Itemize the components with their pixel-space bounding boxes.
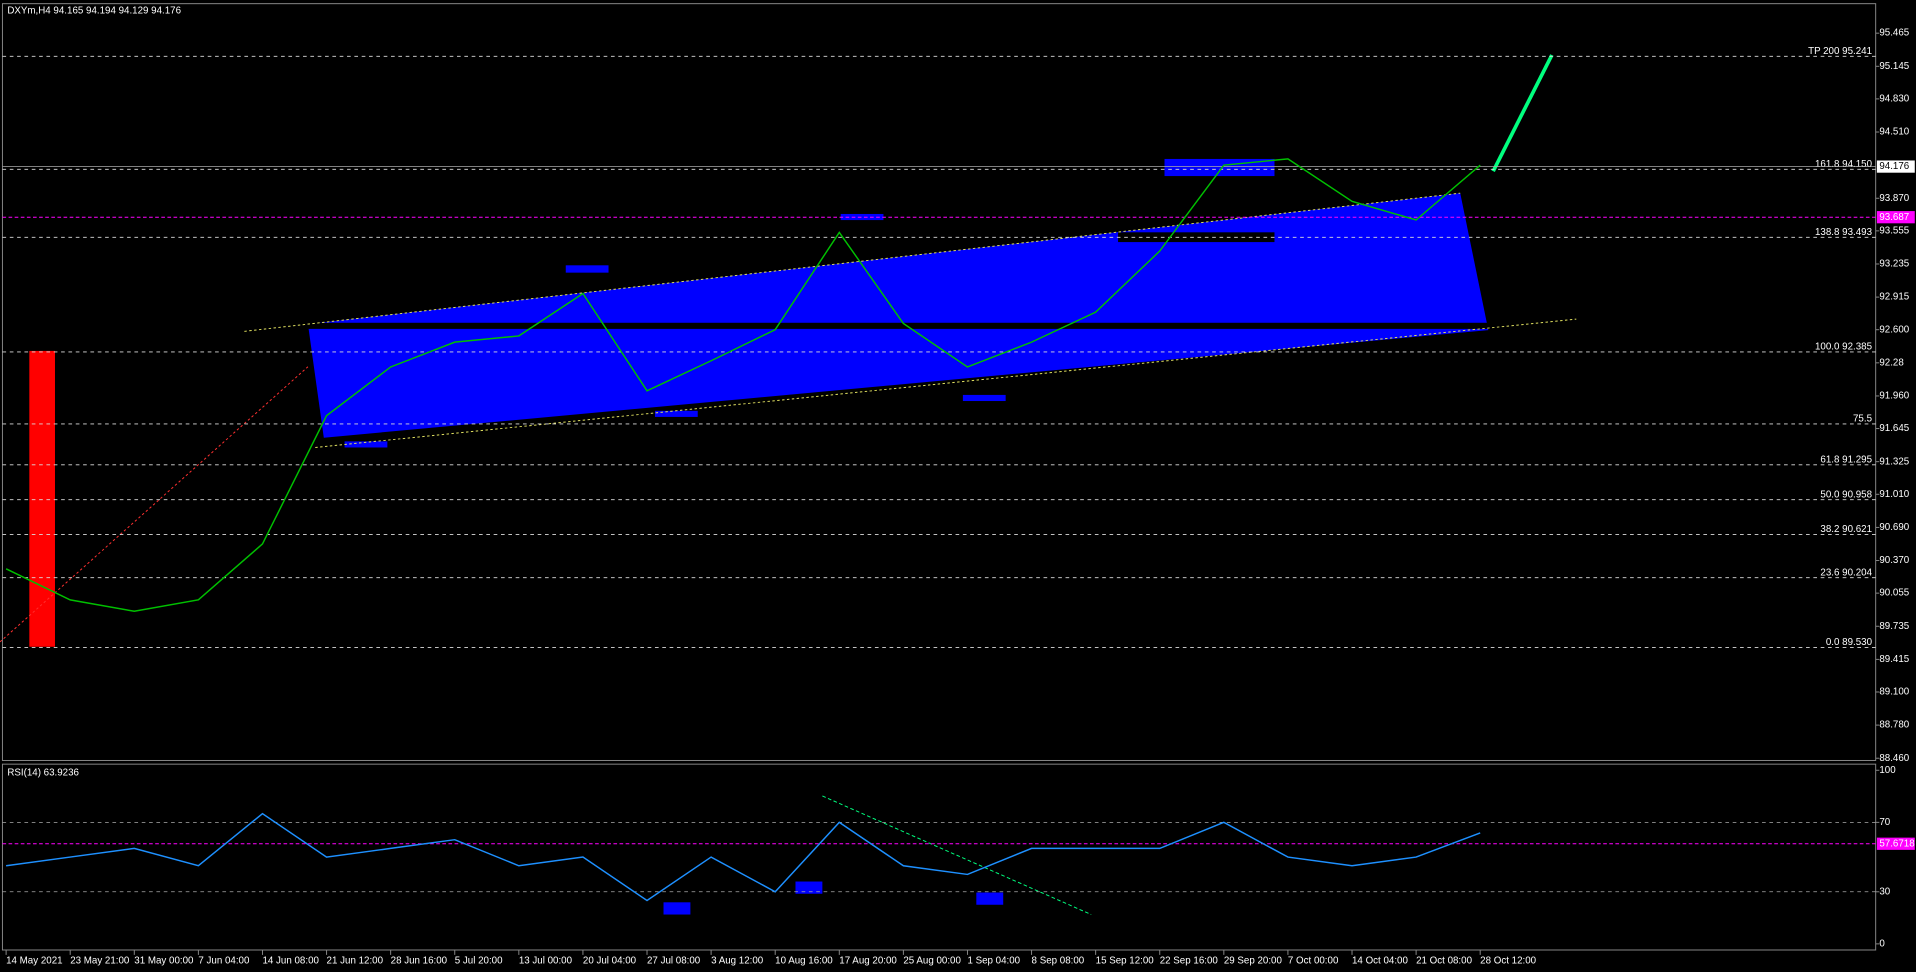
y-tick-label: 90.690 <box>1879 522 1909 533</box>
x-tick-label: 3 Aug 12:00 <box>711 956 764 967</box>
x-tick-label: 27 Jul 08:00 <box>647 956 701 967</box>
price-tag-label: 94.176 <box>1879 161 1909 172</box>
red-zone <box>29 350 55 647</box>
x-tick-label: 28 Oct 12:00 <box>1480 956 1536 967</box>
x-tick-label: 22 Sep 16:00 <box>1160 956 1219 967</box>
series-line <box>6 812 1481 902</box>
level-label: 100.0 92.385 <box>1815 342 1873 353</box>
x-tick-label: 13 Jul 00:00 <box>519 956 573 967</box>
x-tick-label: 20 Jul 04:00 <box>583 956 637 967</box>
y-tick-label: 92.600 <box>1879 324 1909 335</box>
x-tick-label: 8 Sep 08:00 <box>1032 956 1085 967</box>
zone <box>795 881 823 894</box>
rsi-panel <box>1 763 1877 951</box>
price-tag <box>1876 160 1915 173</box>
zone <box>565 265 609 273</box>
x-tick-label: 14 May 2021 <box>6 956 62 967</box>
level-label: 75.5 <box>1853 414 1873 425</box>
marker-tag-label: 93.687 <box>1879 212 1909 223</box>
y-tick-label: 93.555 <box>1879 225 1909 236</box>
x-tick-label: 31 May 00:00 <box>134 956 194 967</box>
x-tick-label: 7 Oct 00:00 <box>1288 956 1339 967</box>
zone <box>654 410 698 417</box>
target-arrow <box>1491 54 1554 172</box>
x-tick-label: 10 Aug 16:00 <box>775 956 833 967</box>
trend-line <box>822 795 1092 915</box>
y-tick-label: 93.235 <box>1879 259 1909 270</box>
x-tick-label: 14 Oct 04:00 <box>1352 956 1408 967</box>
zone <box>344 441 388 448</box>
level-label: 38.2 90.621 <box>1820 524 1872 535</box>
y-tick-label: 94.830 <box>1879 93 1909 104</box>
y-tick-label: 94.510 <box>1879 127 1909 138</box>
y-tick-label: 93.870 <box>1879 193 1909 204</box>
y-tick-label: 91.645 <box>1879 423 1909 434</box>
zone <box>1118 232 1275 243</box>
y-tick-label: 70 <box>1879 817 1890 828</box>
y-tick-label: 30 <box>1879 886 1890 897</box>
level-label: 138.8 93.493 <box>1815 227 1872 238</box>
y-tick-label: 91.325 <box>1879 456 1909 467</box>
zone <box>840 213 884 221</box>
level-label: 23.6 90.204 <box>1820 567 1872 578</box>
y-tick-label: 91.960 <box>1879 391 1909 402</box>
marker-tag <box>1876 211 1915 224</box>
marker-tag <box>1876 837 1915 850</box>
y-tick-label: 0 <box>1879 938 1885 949</box>
x-tick-label: 28 Jun 16:00 <box>391 956 448 967</box>
y-tick-label: 92.28 <box>1879 357 1903 368</box>
trend-line <box>244 192 1461 332</box>
y-tick-label: 89.100 <box>1879 687 1909 698</box>
y-tick-label: 89.415 <box>1879 654 1909 665</box>
trend-line <box>315 318 1577 448</box>
rsi-title: RSI(14) 63.9236 <box>7 767 79 778</box>
y-tick-label: 100 <box>1879 765 1896 776</box>
x-tick-label: 23 May 21:00 <box>70 956 130 967</box>
x-tick-label: 21 Oct 08:00 <box>1416 956 1472 967</box>
x-tick-label: 15 Sep 12:00 <box>1096 956 1155 967</box>
level-label: TP 200 95.241 <box>1808 46 1872 57</box>
chart-title: DXYm,H4 94.165 94.194 94.129 94.176 <box>7 6 181 17</box>
level-label: 61.8 91.295 <box>1820 454 1872 465</box>
level-label: 161.8 94.150 <box>1815 159 1873 170</box>
level-label: 0.0 89.530 <box>1826 637 1873 648</box>
x-tick-label: 17 Aug 20:00 <box>839 956 897 967</box>
x-tick-label: 5 Jul 20:00 <box>455 956 503 967</box>
trend-line <box>0 366 309 643</box>
y-tick-label: 88.780 <box>1879 720 1909 731</box>
x-tick-label: 29 Sep 20:00 <box>1224 956 1283 967</box>
y-tick-label: 90.055 <box>1879 588 1909 599</box>
price-panel <box>1 3 1877 761</box>
x-tick-label: 14 Jun 08:00 <box>262 956 319 967</box>
zone <box>663 902 691 915</box>
x-tick-label: 7 Jun 04:00 <box>198 956 250 967</box>
y-tick-label: 90.370 <box>1879 555 1909 566</box>
marker-tag-label: 57.6718 <box>1879 838 1914 849</box>
x-tick-label: 21 Jun 12:00 <box>327 956 384 967</box>
level-label: 50.0 90.958 <box>1820 489 1872 500</box>
y-tick-label: 95.145 <box>1879 61 1909 72</box>
y-tick-label: 88.460 <box>1879 753 1909 764</box>
series-line <box>5 158 1481 612</box>
zone <box>962 394 1006 402</box>
channel-mid <box>307 322 1489 329</box>
x-tick-label: 25 Aug 00:00 <box>903 956 961 967</box>
y-tick-label: 91.010 <box>1879 489 1909 500</box>
y-tick-label: 92.915 <box>1879 292 1909 303</box>
zone <box>976 892 1004 905</box>
x-tick-label: 1 Sep 04:00 <box>967 956 1020 967</box>
y-tick-label: 95.465 <box>1879 28 1909 39</box>
y-tick-label: 89.735 <box>1879 621 1909 632</box>
